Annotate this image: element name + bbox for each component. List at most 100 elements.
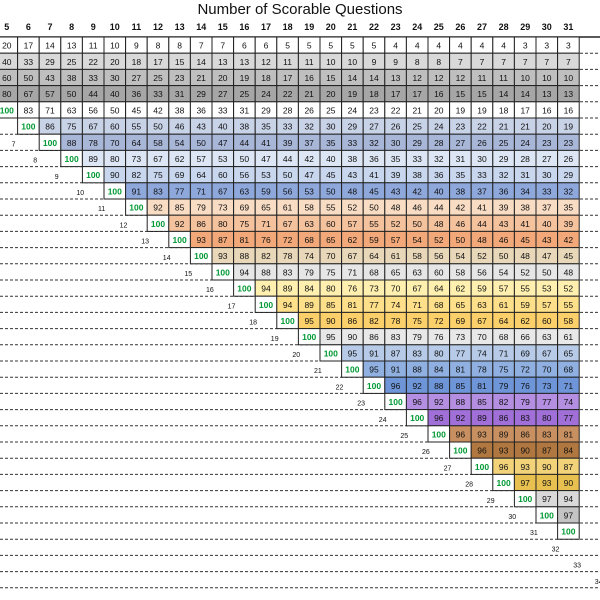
row-label: 20 [292,352,300,359]
data-label: 44 [477,219,487,229]
data-label: 9 [372,57,377,67]
data-label: 65 [456,300,466,310]
data-label: 62 [175,154,185,164]
data-label: 67 [218,186,228,196]
data-label: 71 [412,300,422,310]
data-label: 17 [391,89,401,99]
data-label: 52 [564,284,574,294]
data-label: 40 [110,89,120,99]
data-label: 20 [2,41,12,51]
data-label: 32 [369,138,379,148]
data-label: 18 [132,57,142,67]
data-label: 16 [434,89,444,99]
data-label: 86 [196,219,206,229]
data-label: 43 [348,170,358,180]
data-label: 33 [88,73,98,83]
data-label: 97 [564,510,574,520]
data-label: 81 [477,381,487,391]
data-label: 79 [304,267,314,277]
data-label: 7 [544,57,549,67]
column-header: 18 [283,22,293,32]
data-label: 67 [477,316,487,326]
data-label: 6 [264,41,269,51]
data-label: 13 [391,73,401,83]
data-label: 7 [566,57,571,67]
data-label: 27 [542,154,552,164]
data-label: 17 [283,73,293,83]
data-label: 43 [499,219,509,229]
data-label: 79 [196,203,206,213]
data-label: 72 [434,316,444,326]
data-label: 61 [499,300,509,310]
data-label: 22 [477,122,487,132]
data-label: 75 [412,316,422,326]
data-label: 92 [412,381,422,391]
data-label: 96 [434,413,444,423]
data-label: 47 [304,170,314,180]
data-label: 100 [281,316,295,326]
data-label: 19 [348,89,358,99]
data-label: 74 [304,251,314,261]
row-label: 22 [336,384,344,391]
data-label: 77 [456,348,466,358]
data-label: 60 [110,122,120,132]
data-label: 39 [283,138,293,148]
data-label: 100 [345,365,359,375]
data-label: 64 [499,316,509,326]
data-label: 64 [132,138,142,148]
data-label: 65 [326,235,336,245]
data-label: 10 [520,73,530,83]
data-label: 100 [259,300,273,310]
data-label: 50 [110,105,120,115]
data-label: 70 [326,251,336,261]
data-label: 84 [434,365,444,375]
data-label: 35 [326,138,336,148]
data-label: 63 [67,105,77,115]
data-label: 45 [564,251,574,261]
column-header: 22 [369,22,379,32]
data-label: 86 [45,122,55,132]
data-label: 53 [218,154,228,164]
data-label: 48 [520,251,530,261]
data-label: 43 [196,122,206,132]
data-label: 32 [434,154,444,164]
data-label: 6 [242,41,247,51]
data-label: 53 [542,284,552,294]
data-label: 67 [412,284,422,294]
data-label: 90 [348,332,358,342]
data-label: 97 [520,478,530,488]
data-label: 74 [564,397,574,407]
data-label: 50 [369,203,379,213]
data-label: 19 [564,122,574,132]
data-label: 94 [283,300,293,310]
data-label: 3 [544,41,549,51]
data-label: 50 [412,219,422,229]
row-label: 29 [487,498,495,505]
column-header: 30 [542,22,552,32]
data-label: 96 [477,446,487,456]
row-label: 28 [465,482,473,489]
data-label: 17 [412,89,422,99]
data-label: 32 [304,122,314,132]
data-label: 5 [307,41,312,51]
data-label: 31 [520,170,530,180]
data-label: 7 [523,57,528,67]
data-label: 53 [304,186,314,196]
data-label: 93 [196,235,206,245]
data-label: 36 [369,154,379,164]
column-header: 23 [391,22,401,32]
data-label: 100 [518,494,532,504]
data-label: 54 [499,267,509,277]
data-label: 21 [196,73,206,83]
data-label: 59 [369,235,379,245]
column-header: 11 [132,22,142,32]
data-label: 38 [175,105,185,115]
data-label: 33 [412,154,422,164]
data-label: 20 [434,105,444,115]
data-label: 29 [348,122,358,132]
column-header: 13 [175,22,185,32]
data-label: 100 [561,527,575,537]
data-label: 85 [477,397,487,407]
data-label: 28 [434,138,444,148]
